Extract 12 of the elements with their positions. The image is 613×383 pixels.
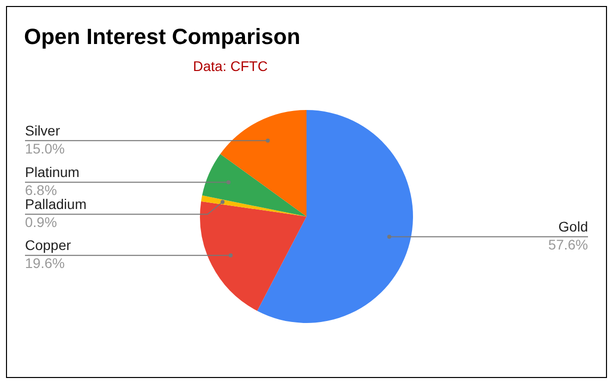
data-label: 57.6% [548,236,588,253]
slice-label: Palladium [25,196,86,212]
slice-label: Platinum [25,164,80,180]
text: Data: CFTC [193,58,268,74]
slice-label: Gold [558,218,588,235]
slice-label: Silver [25,122,60,138]
data-label: 0.9% [25,214,57,230]
data-label: 6.8% [25,182,57,198]
slice-label: Copper [25,237,72,254]
data-label: 19.6% [25,255,65,272]
chart-title: Open Interest Comparison [24,24,300,50]
data-label: 15.0% [25,140,65,156]
